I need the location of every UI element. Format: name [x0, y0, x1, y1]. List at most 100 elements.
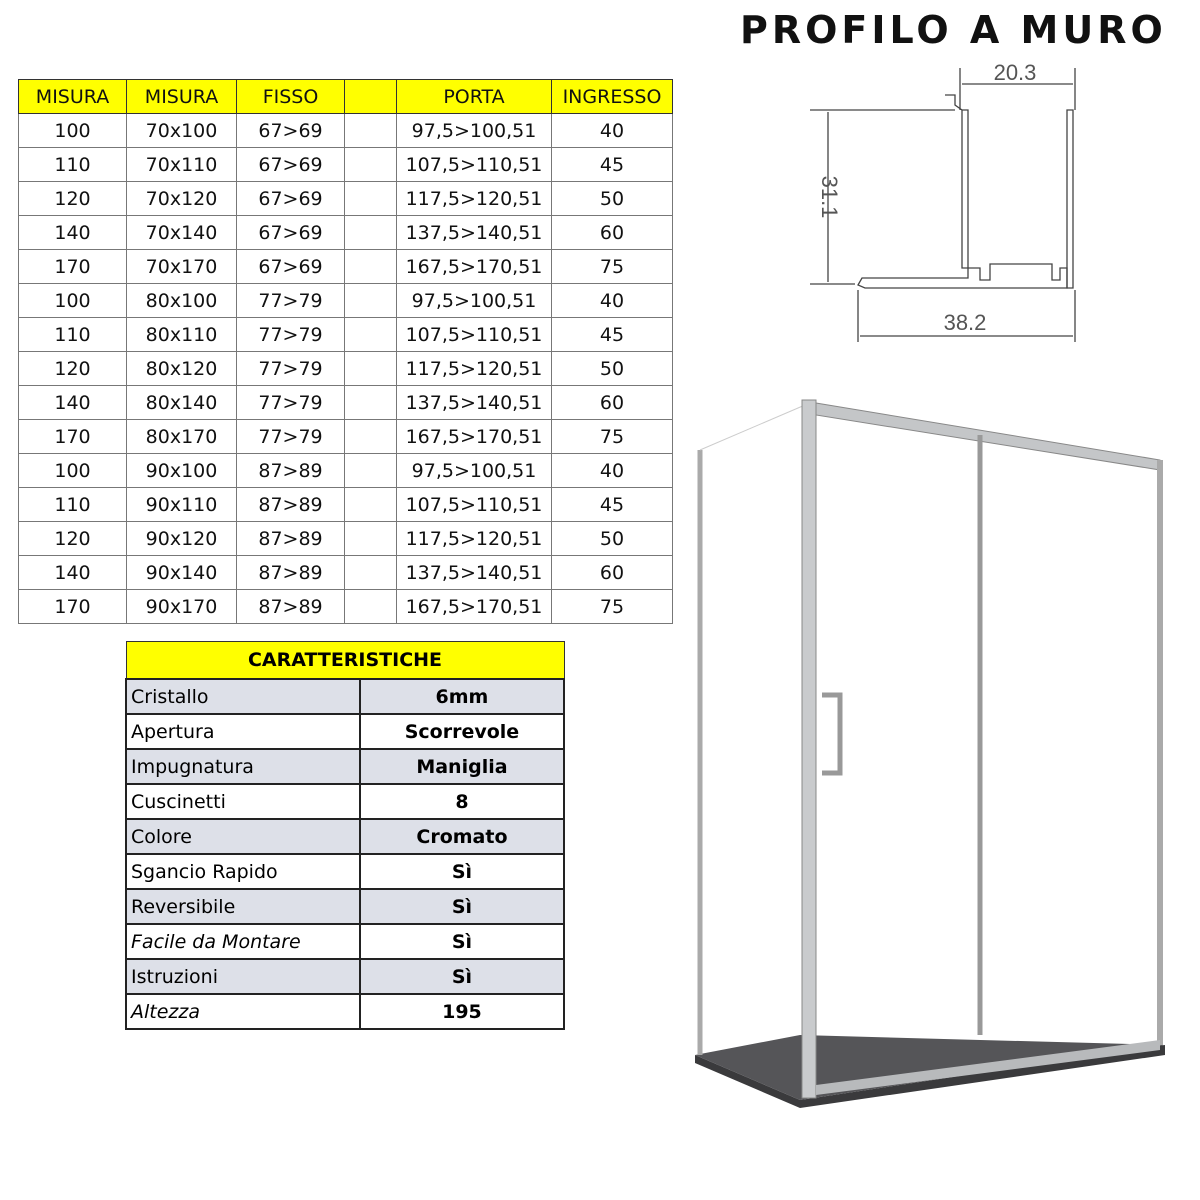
feature-label: Facile da Montare: [125, 923, 361, 960]
table-cell: 87>89: [236, 555, 345, 590]
table-row: 170 90x170 87>89 167,5>170,51 75: [18, 589, 673, 624]
feature-value: 6mm: [358, 678, 566, 715]
sizes-header-0: MISURA: [18, 79, 127, 114]
features-table: CARATTERISTICHE Cristallo 6mm Apertura Scor…: [125, 641, 566, 1030]
table-row: 120 80x120 77>79 117,5>120,51 50: [18, 351, 673, 386]
table-cell: 117,5>120,51: [396, 521, 552, 556]
table-cell: 117,5>120,51: [396, 351, 552, 386]
table-cell: 77>79: [236, 419, 345, 454]
table-cell: [344, 521, 397, 556]
table-cell: 90x120: [126, 521, 237, 556]
table-cell: 80x170: [126, 419, 237, 454]
table-row: 140 70x140 67>69 137,5>140,51 60: [18, 215, 673, 250]
table-cell: 80x100: [126, 283, 237, 318]
feature-label: Sgancio Rapido: [125, 853, 361, 890]
table-cell: [344, 385, 397, 420]
table-cell: [344, 113, 397, 148]
shower-enclosure-image: [695, 399, 1165, 1108]
table-cell: 60: [551, 215, 673, 250]
sizes-header-1: MISURA: [126, 79, 237, 114]
table-cell: 67>69: [236, 215, 345, 250]
profile-width-top: 20.3: [994, 60, 1037, 85]
table-cell: 70x170: [126, 249, 237, 284]
table-cell: 80x140: [126, 385, 237, 420]
table-row: 110 70x110 67>69 107,5>110,51 45: [18, 147, 673, 182]
table-cell: 50: [551, 351, 673, 386]
table-cell: [344, 317, 397, 352]
sizes-header-3: [344, 79, 397, 114]
table-cell: 97,5>100,51: [396, 283, 552, 318]
table-cell: [344, 419, 397, 454]
table-cell: 75: [551, 249, 673, 284]
table-cell: 67>69: [236, 249, 345, 284]
table-cell: 40: [551, 283, 673, 318]
table-cell: 140: [18, 385, 127, 420]
table-cell: 80x120: [126, 351, 237, 386]
table-cell: [344, 215, 397, 250]
table-row: 110 80x110 77>79 107,5>110,51 45: [18, 317, 673, 352]
table-cell: 107,5>110,51: [396, 487, 552, 522]
table-cell: [344, 487, 397, 522]
table-cell: 67>69: [236, 113, 345, 148]
feature-row: Colore Cromato: [125, 818, 566, 855]
feature-label: Colore: [125, 818, 361, 855]
table-cell: 170: [18, 419, 127, 454]
table-cell: 87>89: [236, 453, 345, 488]
feature-value: Sì: [358, 853, 566, 890]
feature-value: Scorrevole: [358, 713, 566, 750]
table-cell: 140: [18, 215, 127, 250]
table-cell: 90x170: [126, 589, 237, 624]
table-cell: 140: [18, 555, 127, 590]
table-cell: 77>79: [236, 385, 345, 420]
table-cell: [344, 249, 397, 284]
table-cell: 40: [551, 453, 673, 488]
table-cell: 87>89: [236, 487, 345, 522]
feature-value: Sì: [358, 923, 566, 960]
table-cell: 110: [18, 487, 127, 522]
sizes-header-4: PORTA: [396, 79, 552, 114]
table-cell: 100: [18, 453, 127, 488]
table-row: 120 70x120 67>69 117,5>120,51 50: [18, 181, 673, 216]
table-cell: 60: [551, 555, 673, 590]
table-cell: 167,5>170,51: [396, 589, 552, 624]
table-cell: 77>79: [236, 351, 345, 386]
table-cell: 137,5>140,51: [396, 555, 552, 590]
table-cell: [344, 351, 397, 386]
table-cell: 170: [18, 589, 127, 624]
table-cell: 107,5>110,51: [396, 317, 552, 352]
feature-label: Cuscinetti: [125, 783, 361, 820]
table-cell: 77>79: [236, 283, 345, 318]
sizes-header-2: FISSO: [236, 79, 345, 114]
table-cell: 67>69: [236, 147, 345, 182]
table-cell: 110: [18, 317, 127, 352]
table-row: 140 80x140 77>79 137,5>140,51 60: [18, 385, 673, 420]
table-cell: 120: [18, 521, 127, 556]
table-cell: 90x140: [126, 555, 237, 590]
table-cell: 50: [551, 521, 673, 556]
features-header: CARATTERISTICHE: [125, 641, 565, 680]
feature-value: 8: [358, 783, 566, 820]
feature-label: Cristallo: [125, 678, 361, 715]
table-cell: 70x120: [126, 181, 237, 216]
table-cell: 167,5>170,51: [396, 249, 552, 284]
table-row: 170 70x170 67>69 167,5>170,51 75: [18, 249, 673, 284]
table-row: 100 80x100 77>79 97,5>100,51 40: [18, 283, 673, 318]
feature-value: Cromato: [358, 818, 566, 855]
table-cell: 167,5>170,51: [396, 419, 552, 454]
table-cell: 100: [18, 113, 127, 148]
feature-value: Sì: [358, 888, 566, 925]
table-cell: 67>69: [236, 181, 345, 216]
table-cell: 45: [551, 317, 673, 352]
table-cell: 117,5>120,51: [396, 181, 552, 216]
table-cell: [344, 283, 397, 318]
feature-label: Reversibile: [125, 888, 361, 925]
table-cell: 60: [551, 385, 673, 420]
feature-row: Apertura Scorrevole: [125, 713, 566, 750]
table-cell: 70x100: [126, 113, 237, 148]
profile-width-bottom: 38.2: [944, 310, 987, 335]
table-cell: 77>79: [236, 317, 345, 352]
table-cell: 87>89: [236, 589, 345, 624]
table-cell: 70x110: [126, 147, 237, 182]
table-cell: 100: [18, 283, 127, 318]
feature-value: Sì: [358, 958, 566, 995]
